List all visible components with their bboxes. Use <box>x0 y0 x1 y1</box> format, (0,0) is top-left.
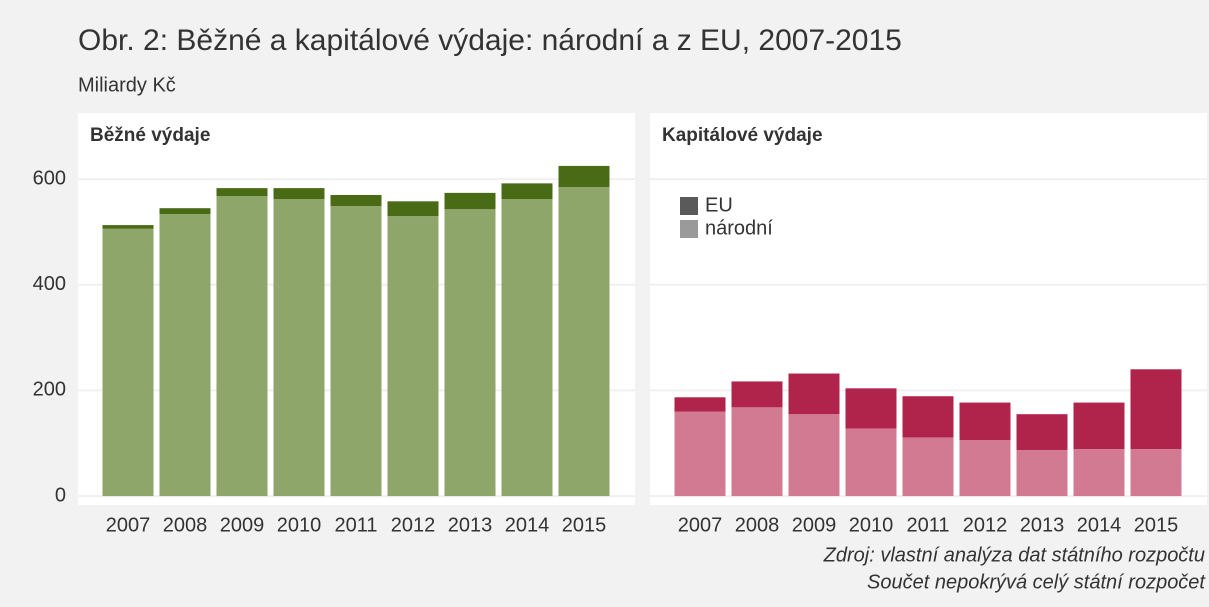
bar-segment <box>902 396 954 438</box>
x-tick-label: 2015 <box>562 514 607 536</box>
y-tick-label: 0 <box>55 484 66 506</box>
bar-segment <box>387 201 439 217</box>
bar-segment <box>330 194 382 207</box>
bar-segment <box>387 216 439 497</box>
bar-segment <box>788 373 840 415</box>
bar-segment <box>731 381 783 408</box>
x-tick-label: 2010 <box>277 514 322 536</box>
x-tick-label: 2008 <box>735 514 780 536</box>
x-tick-label: 2009 <box>220 514 265 536</box>
bar-segment <box>1130 369 1182 450</box>
bar-segment <box>273 188 325 200</box>
x-tick-label: 2014 <box>1077 514 1122 536</box>
x-tick-label: 2014 <box>505 514 550 536</box>
bar-segment <box>959 440 1011 497</box>
caption: Zdroj: vlastní analýza dat státního rozp… <box>823 544 1205 566</box>
bar-segment <box>558 187 610 497</box>
bar-segment <box>444 209 496 497</box>
x-tick-label: 2007 <box>106 514 151 536</box>
bar-segment <box>102 228 154 497</box>
bar-segment <box>273 199 325 497</box>
bar-segment <box>1073 402 1125 450</box>
panel-title: Běžné výdaje <box>90 125 210 146</box>
bar-segment <box>1073 449 1125 497</box>
y-tick-label: 200 <box>33 379 66 401</box>
x-tick-label: 2007 <box>678 514 723 536</box>
legend-label: EU <box>705 194 733 216</box>
bar-segment <box>845 428 897 497</box>
bar-segment <box>788 414 840 497</box>
bar-segment <box>216 188 268 197</box>
bar-segment <box>845 388 897 429</box>
bar-segment <box>1016 414 1068 451</box>
x-tick-label: 2010 <box>849 514 894 536</box>
chart-title: Obr. 2: Běžné a kapitálové výdaje: národ… <box>78 24 902 57</box>
legend-swatch <box>680 197 698 215</box>
bar-segment <box>501 183 553 200</box>
bar-segment <box>959 402 1011 441</box>
x-tick-label: 2013 <box>448 514 493 536</box>
bar-segment <box>216 196 268 497</box>
bar-segment <box>902 437 954 497</box>
x-tick-label: 2009 <box>792 514 837 536</box>
panel-title: Kapitálové výdaje <box>662 125 823 146</box>
bar-segment <box>674 397 726 412</box>
legend-label: národní <box>705 217 773 239</box>
bar-segment <box>501 199 553 497</box>
bar-segment <box>102 225 154 229</box>
x-tick-label: 2011 <box>334 514 377 536</box>
x-tick-label: 2012 <box>963 514 1008 536</box>
bar-segment <box>330 206 382 497</box>
bar-segment <box>558 165 610 188</box>
chart-subtitle: Miliardy Kč <box>78 74 176 96</box>
y-tick-label: 400 <box>33 273 66 295</box>
y-tick-label: 600 <box>33 167 66 189</box>
bar-segment <box>1016 450 1068 497</box>
x-tick-label: 2008 <box>163 514 208 536</box>
x-tick-label: 2011 <box>906 514 949 536</box>
bar-segment <box>674 411 726 497</box>
bar-segment <box>731 407 783 497</box>
bar-segment <box>444 192 496 210</box>
caption: Součet nepokrývá celý státní rozpočet <box>867 571 1206 593</box>
x-tick-label: 2012 <box>391 514 436 536</box>
bar-segment <box>159 208 211 214</box>
x-tick-label: 2013 <box>1020 514 1065 536</box>
bar-segment <box>159 213 211 497</box>
x-tick-label: 2015 <box>1134 514 1179 536</box>
bar-segment <box>1130 449 1182 497</box>
legend-swatch <box>680 220 698 238</box>
